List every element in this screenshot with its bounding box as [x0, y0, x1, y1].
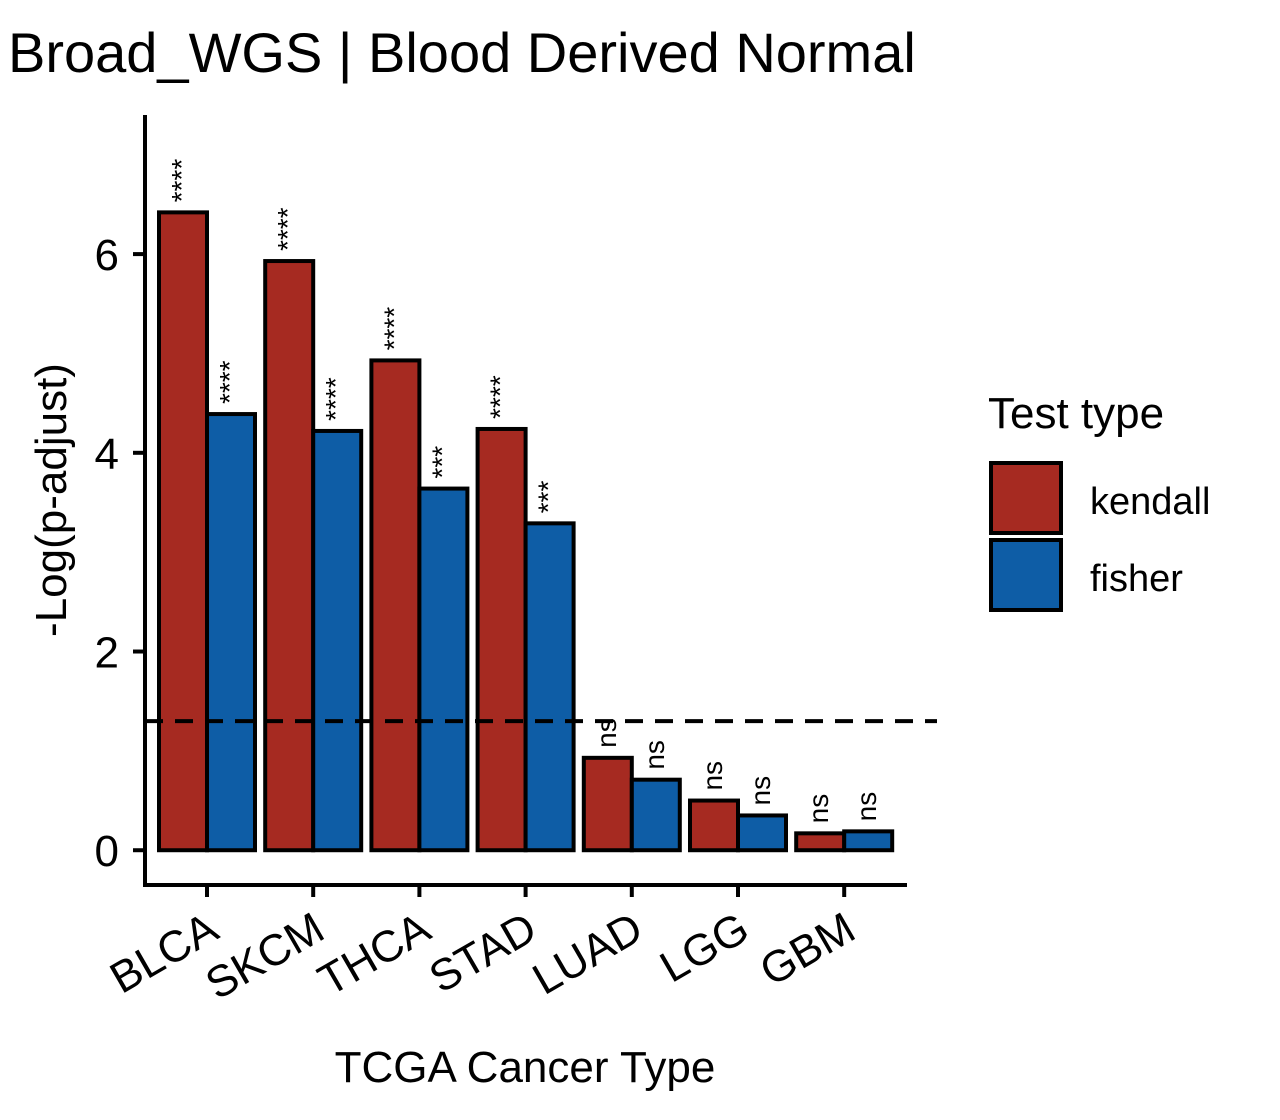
x-tick-label: GBM: [752, 903, 863, 996]
legend-swatch-kendall: [989, 461, 1063, 535]
bar-fisher-thca: [417, 486, 470, 853]
bar-kendall-thca: [369, 358, 422, 853]
y-axis-label: -Log(p-adjust): [27, 363, 76, 637]
bar-fisher-luad: [629, 777, 682, 853]
x-tick-label: SKCM: [198, 903, 333, 1009]
significance-label: ***: [533, 481, 564, 514]
bar-kendall-skcm: [263, 259, 316, 853]
bar-fisher-skcm: [311, 428, 364, 853]
bar-kendall-stad: [475, 426, 528, 853]
significance-label: ns: [639, 740, 670, 770]
x-tick-label: LUAD: [525, 903, 651, 1004]
bar-kendall-gbm: [794, 831, 847, 853]
significance-label: ****: [320, 377, 351, 421]
x-axis-label: TCGA Cancer Type: [335, 1043, 716, 1092]
bar-fisher-lgg: [736, 813, 788, 853]
significance-label: ****: [272, 207, 303, 251]
x-tick-label: LGG: [652, 903, 757, 992]
significance-label: ***: [426, 446, 457, 479]
legend-label-fisher: fisher: [1090, 558, 1183, 600]
significance-label: ****: [485, 375, 516, 419]
bar-kendall-luad: [581, 755, 634, 853]
significance-label: ns: [697, 761, 728, 791]
plot-area: ******************************nsnsnsnsns…: [95, 115, 937, 1009]
bar-fisher-stad: [523, 521, 576, 853]
bar-kendall-lgg: [688, 798, 740, 853]
chart-title: Broad_WGS | Blood Derived Normal: [8, 21, 916, 84]
y-tick-label: 2: [95, 629, 119, 678]
bar-fisher-blca: [205, 412, 257, 853]
significance-label: ****: [214, 360, 245, 404]
legend-label-kendall: kendall: [1090, 481, 1210, 523]
legend-title: Test type: [988, 389, 1164, 438]
significance-label: ns: [851, 792, 882, 822]
legend-swatch-fisher: [989, 538, 1063, 612]
x-tick-label: STAD: [421, 903, 544, 1002]
y-tick-label: 6: [95, 231, 119, 280]
bar-fisher-gbm: [842, 829, 895, 853]
legend: Test type kendall fisher: [988, 389, 1210, 612]
significance-label: ****: [378, 307, 409, 351]
x-tick-label: BLCA: [102, 903, 227, 1003]
y-tick-label: 4: [95, 430, 119, 479]
significance-label: ns: [803, 794, 834, 824]
bar-kendall-blca: [157, 210, 209, 853]
significance-label: ns: [591, 718, 622, 748]
significance-label: ns: [745, 776, 776, 806]
x-tick-label: THCA: [310, 903, 439, 1006]
significance-label: ****: [166, 159, 197, 203]
y-tick-label: 0: [95, 827, 119, 876]
